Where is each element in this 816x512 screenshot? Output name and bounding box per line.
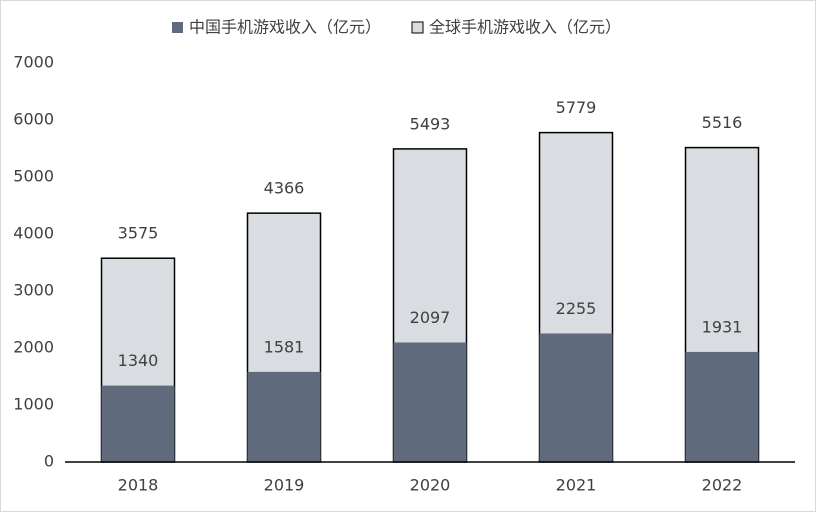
y-tick-label: 6000: [13, 110, 54, 129]
y-tick-label: 7000: [13, 53, 54, 72]
data-label: 1581: [264, 337, 305, 356]
y-tick-label: 5000: [13, 167, 54, 186]
legend-marker: [172, 22, 183, 33]
y-tick-label: 3000: [13, 281, 54, 300]
bar: [101, 385, 175, 462]
bar: [685, 351, 759, 462]
data-label: 1340: [118, 351, 159, 370]
y-tick-label: 1000: [13, 395, 54, 414]
x-tick-label: 2021: [556, 476, 597, 495]
x-tick-label: 2020: [410, 476, 451, 495]
bar: [393, 342, 467, 462]
data-label: 5516: [702, 113, 743, 132]
legend-marker: [411, 21, 424, 34]
y-tick-label: 2000: [13, 338, 54, 357]
bar: [539, 333, 613, 462]
data-label: 3575: [118, 224, 159, 243]
data-label: 5779: [556, 98, 597, 117]
data-label: 2255: [556, 299, 597, 318]
x-tick-label: 2022: [702, 476, 743, 495]
legend-label: 全球手机游戏收入（亿元）: [429, 18, 621, 37]
y-tick-label: 0: [44, 452, 54, 471]
x-tick-label: 2019: [264, 476, 305, 495]
data-label: 4366: [264, 179, 305, 198]
y-tick-label: 4000: [13, 224, 54, 243]
legend-label: 中国手机游戏收入（亿元）: [189, 18, 381, 37]
data-label: 2097: [410, 308, 451, 327]
bar: [247, 371, 321, 462]
data-label: 1931: [702, 317, 743, 336]
x-tick-label: 2018: [118, 476, 159, 495]
data-label: 5493: [410, 114, 451, 133]
